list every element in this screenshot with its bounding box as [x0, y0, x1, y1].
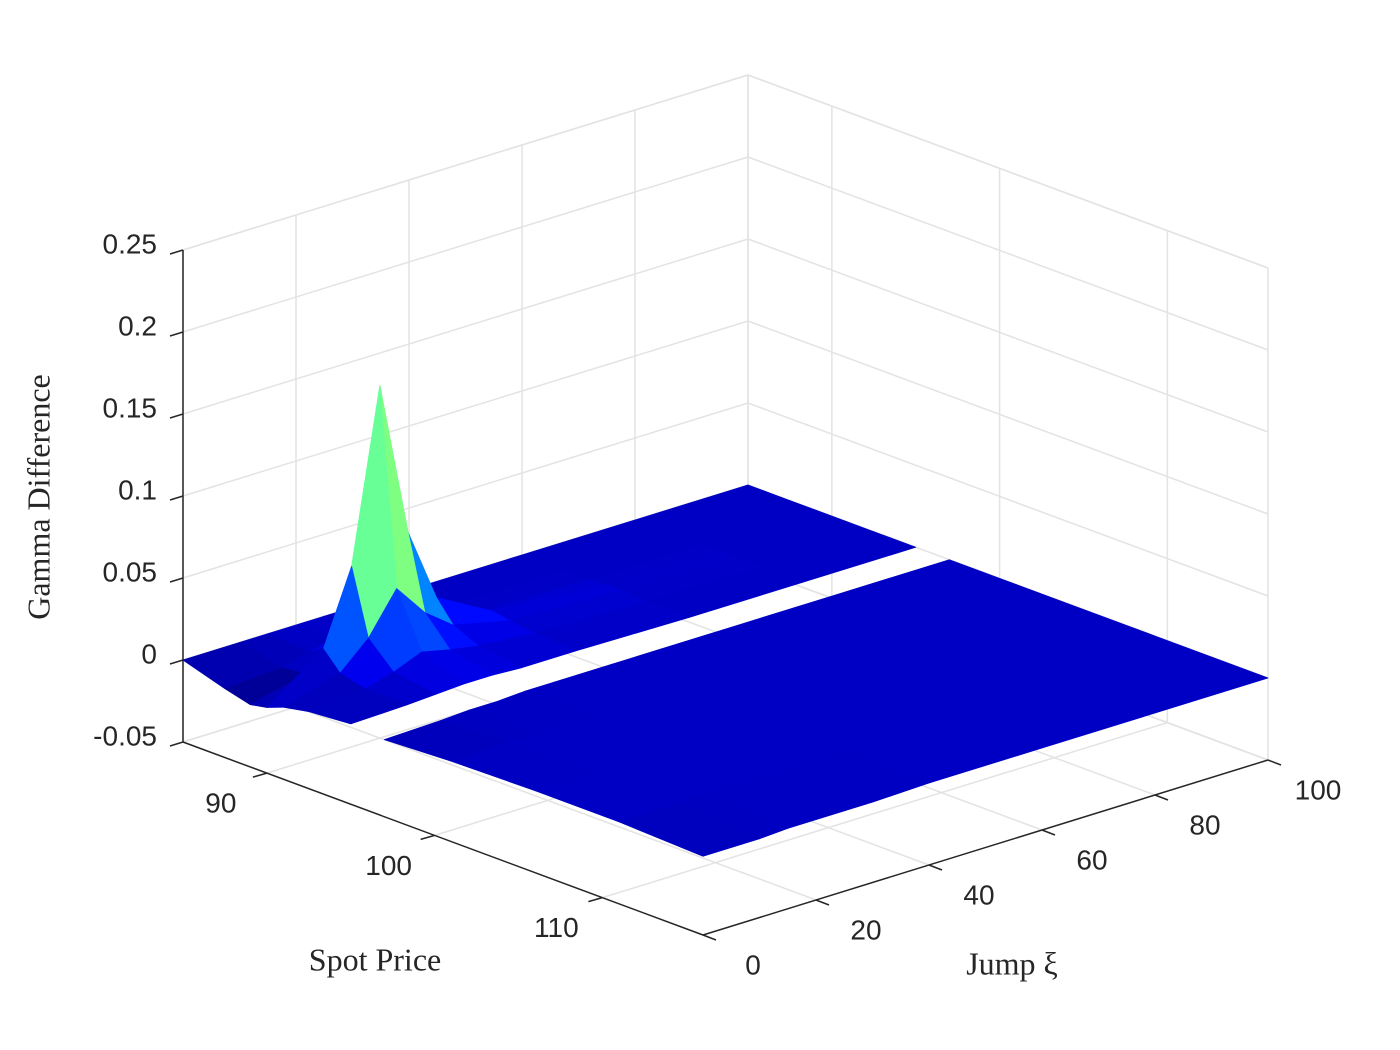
z-axis-label: Gamma Difference: [20, 374, 56, 620]
z-tick: [169, 495, 184, 501]
y-tick-label: 40: [963, 879, 994, 910]
y-tick-label: 0: [745, 949, 761, 980]
surface-patch: [618, 803, 760, 857]
grid-line: [182, 74, 749, 251]
y-axis: [702, 759, 1269, 936]
z-tick: [169, 331, 184, 337]
y-tick-label: 60: [1076, 844, 1107, 875]
grid-line: [602, 721, 1168, 899]
grid-line: [747, 156, 1269, 351]
z-tick: [169, 741, 184, 747]
x-axis: [182, 741, 704, 936]
x-tick-label: 90: [205, 788, 236, 819]
z-tick-label: 0.25: [103, 228, 158, 259]
grid-line: [182, 156, 749, 333]
z-tick-label: -0.05: [93, 720, 157, 751]
grid-line: [747, 320, 1269, 515]
grid-line: [747, 402, 1269, 597]
z-tick-label: 0.05: [103, 556, 158, 587]
x-tick: [588, 896, 603, 903]
grid-line: [182, 320, 749, 497]
y-axis-label: Jump ξ: [966, 945, 1058, 981]
y-tick: [1154, 794, 1169, 801]
x-tick: [420, 834, 435, 841]
y-tick: [702, 934, 717, 941]
grid-line: [747, 238, 1269, 433]
surface-patch: [308, 688, 408, 725]
y-tick: [1267, 759, 1282, 766]
z-tick: [169, 413, 184, 419]
grid-line: [747, 74, 1269, 269]
x-tick: [252, 772, 268, 778]
z-tick: [169, 659, 184, 665]
z-tick: [169, 249, 184, 255]
x-tick-label: 110: [534, 912, 579, 943]
y-tick-label: 20: [850, 914, 881, 945]
grid-line: [295, 706, 817, 901]
z-tick-label: 0.15: [103, 392, 158, 423]
y-tick-label: 80: [1189, 809, 1220, 840]
y-tick: [928, 864, 943, 871]
z-tick-label: 0.1: [118, 474, 157, 505]
y-tick-label: 100: [1295, 774, 1342, 805]
x-axis-label: Spot Price: [309, 941, 441, 977]
y-tick: [1041, 829, 1056, 836]
z-tick: [169, 577, 184, 583]
grid-line: [182, 238, 749, 415]
y-tick: [815, 899, 830, 906]
z-tick-label: 0.2: [118, 310, 157, 341]
grid-line: [182, 402, 749, 579]
x-tick-label: 100: [365, 850, 412, 881]
z-tick-label: 0: [141, 638, 157, 669]
